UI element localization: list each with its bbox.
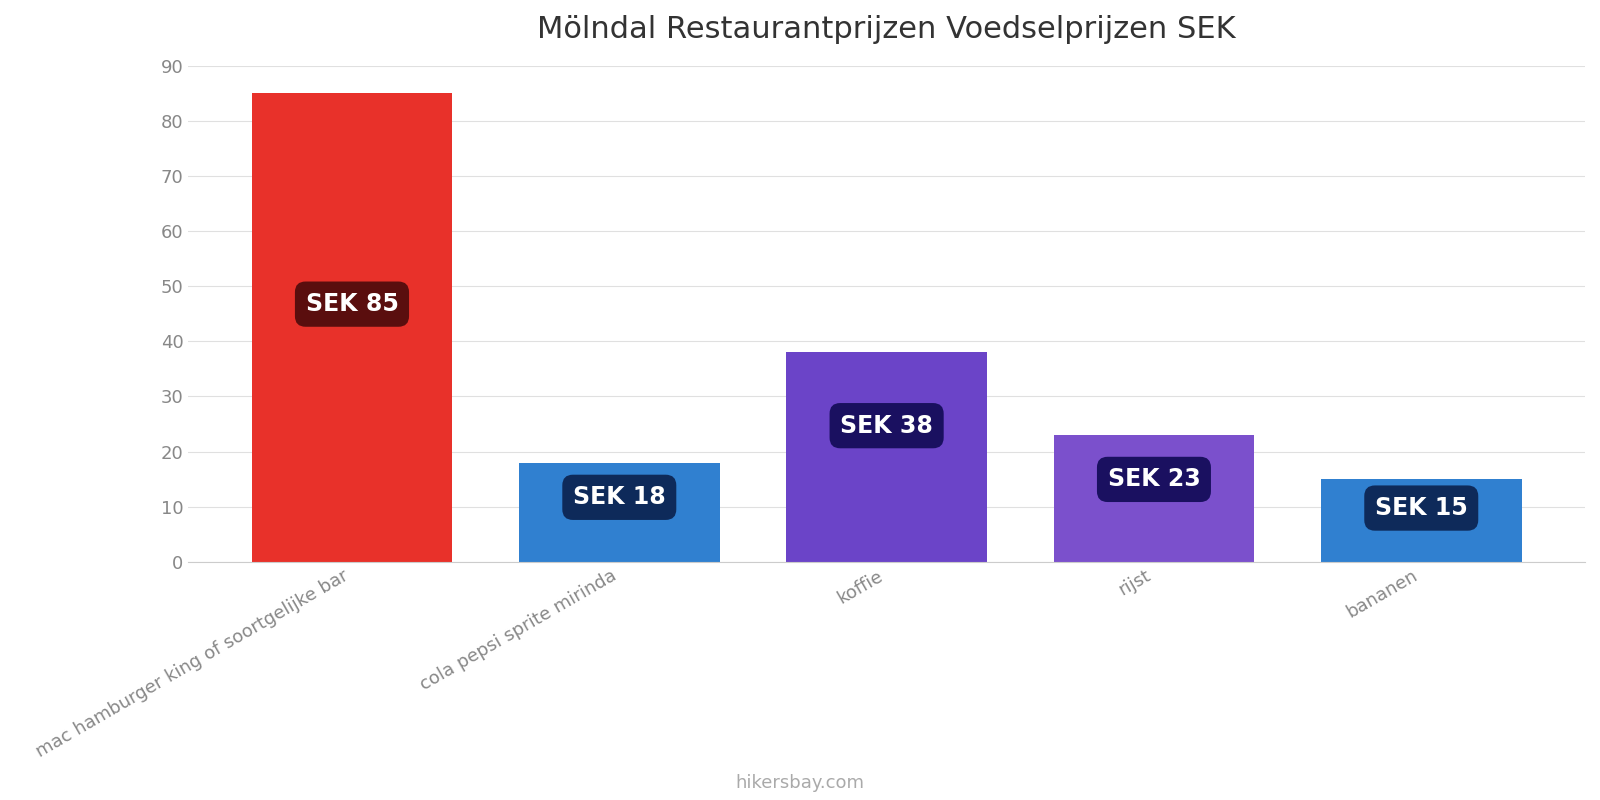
Bar bbox=[1054, 435, 1254, 562]
Text: SEK 18: SEK 18 bbox=[573, 486, 666, 510]
Text: SEK 15: SEK 15 bbox=[1374, 496, 1467, 520]
Bar bbox=[1322, 479, 1522, 562]
Text: SEK 85: SEK 85 bbox=[306, 292, 398, 316]
Text: hikersbay.com: hikersbay.com bbox=[736, 774, 864, 792]
Bar bbox=[518, 462, 720, 562]
Bar bbox=[786, 352, 987, 562]
Title: Mölndal Restaurantprijzen Voedselprijzen SEK: Mölndal Restaurantprijzen Voedselprijzen… bbox=[538, 15, 1235, 44]
Bar bbox=[251, 94, 453, 562]
Text: SEK 23: SEK 23 bbox=[1107, 467, 1200, 491]
Text: SEK 38: SEK 38 bbox=[840, 414, 933, 438]
